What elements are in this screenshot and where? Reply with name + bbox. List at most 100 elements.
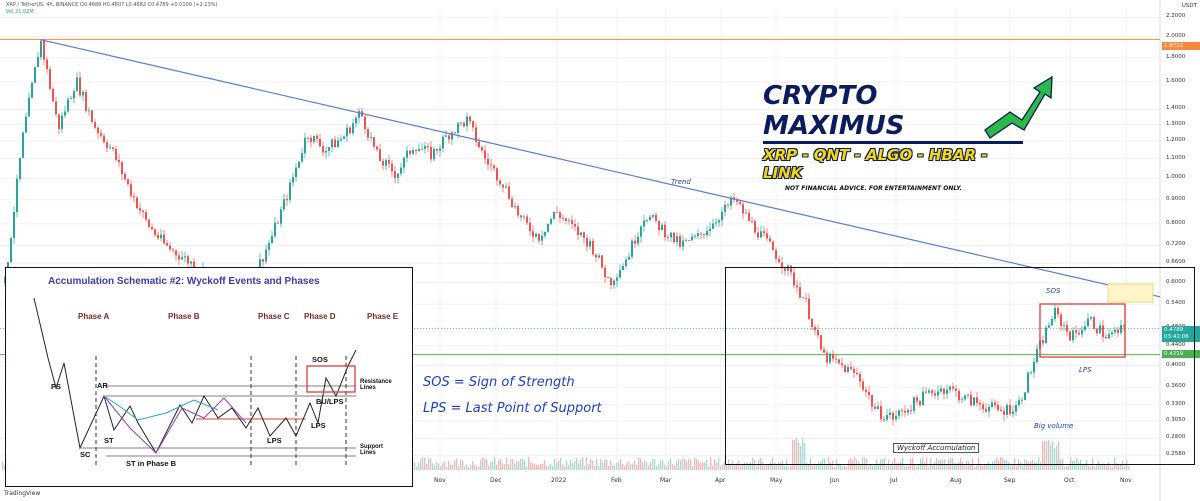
candle-body <box>781 262 783 269</box>
wyckoff-region-box <box>725 267 1195 465</box>
candle-body <box>607 276 609 279</box>
volume-bar <box>538 465 540 470</box>
candle-body <box>412 150 414 154</box>
volume-bar <box>512 459 514 470</box>
volume-bar <box>848 460 850 470</box>
candle-body <box>640 226 642 237</box>
volume-bar <box>984 463 986 470</box>
volume-bar <box>494 457 496 470</box>
volume-bar <box>1012 465 1014 470</box>
volume-bar <box>756 466 758 470</box>
volume-bar <box>486 459 488 470</box>
volume-bar <box>618 461 620 470</box>
candle-body <box>136 197 138 209</box>
x-tick-label: May <box>770 477 783 484</box>
volume-bar <box>828 457 830 470</box>
volume-bar <box>1084 464 1086 470</box>
volume-bar <box>1100 464 1102 470</box>
candle-body <box>64 111 66 116</box>
candle-body <box>808 298 810 319</box>
volume-bar <box>460 459 462 470</box>
volume-bar <box>518 461 520 470</box>
volume-bar <box>528 457 530 470</box>
volume-bar <box>436 461 438 470</box>
candle-body <box>58 114 60 129</box>
volume-bar <box>574 461 576 470</box>
candle-body <box>22 132 24 158</box>
candle-body <box>457 123 459 133</box>
x-tick-label: Sep <box>1004 477 1016 484</box>
volume-bar <box>736 463 738 470</box>
candle-body <box>1078 332 1080 335</box>
volume-bar <box>968 461 970 470</box>
volume-bar <box>1034 462 1036 470</box>
candle-body <box>850 366 852 369</box>
candle-body <box>835 358 837 360</box>
volume-bar <box>430 458 432 470</box>
candle-body <box>388 160 390 164</box>
volume-bar <box>1042 441 1044 470</box>
volume-bar <box>796 437 798 470</box>
phase-e: Phase E <box>367 312 399 321</box>
volume-bar <box>584 466 586 470</box>
candle-body <box>715 222 717 224</box>
candle-body <box>970 394 972 406</box>
candle-body <box>595 254 597 258</box>
candle-body <box>52 88 54 102</box>
volume-bar <box>1106 465 1108 470</box>
volume-bar <box>414 462 416 470</box>
candle-body <box>331 139 333 148</box>
volume-bar <box>562 464 564 470</box>
candle-body <box>949 386 951 390</box>
x-tick-label: Mar <box>660 477 672 484</box>
volume-bar <box>566 460 568 470</box>
volume-bar <box>604 460 606 470</box>
volume-bar <box>610 460 612 470</box>
candle-body <box>619 270 621 278</box>
volume-bar <box>838 465 840 470</box>
volume-bar <box>646 462 648 470</box>
candle-body <box>943 388 945 394</box>
candle-body <box>736 199 738 202</box>
candle-body <box>487 158 489 165</box>
volume-bar <box>480 459 482 470</box>
candle-body <box>1075 330 1077 333</box>
x-tick-label: 2022 <box>551 477 567 484</box>
candle-body <box>523 216 525 218</box>
tradingview-logo: TradingView <box>4 490 41 497</box>
volume-bar <box>1028 462 1030 470</box>
volume-bar <box>722 464 724 470</box>
candle-body <box>67 99 69 112</box>
candle-body <box>820 335 822 350</box>
candle-body <box>883 419 885 420</box>
candle-body <box>526 216 528 223</box>
volume-bar <box>664 465 666 470</box>
volume-bar <box>974 466 976 470</box>
volume-bar <box>734 464 736 470</box>
candle-body <box>295 167 297 178</box>
event-ar: AR <box>97 381 108 390</box>
volume-bar <box>662 460 664 470</box>
volume-bar <box>454 460 456 470</box>
volume-bar <box>938 460 940 470</box>
volume-bar <box>450 464 452 470</box>
volume-bar <box>1022 465 1024 470</box>
candle-body <box>439 148 441 151</box>
candle-body <box>1057 307 1059 315</box>
volume-bar <box>530 462 532 470</box>
candle-body <box>118 159 120 162</box>
candle-body <box>73 91 75 99</box>
candle-body <box>133 196 135 198</box>
candle-body <box>988 406 990 412</box>
candle-body <box>103 135 105 143</box>
candle-body <box>562 217 564 219</box>
volume-bar <box>958 461 960 470</box>
volume-bar <box>1086 460 1088 470</box>
candle-body <box>811 318 813 328</box>
y-tick-label: 0.8000 <box>1166 219 1186 226</box>
volume-bar <box>986 465 988 470</box>
candle-body <box>799 287 801 298</box>
volume-bar <box>1090 466 1092 470</box>
candle-body <box>142 210 144 213</box>
